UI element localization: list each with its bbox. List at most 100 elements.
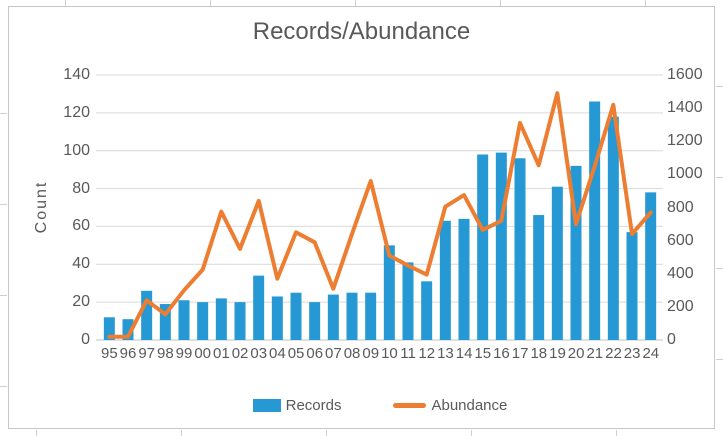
records-bar-96 bbox=[122, 319, 134, 340]
x-axis-label-15: 15 bbox=[474, 345, 492, 362]
records-bar-12 bbox=[421, 281, 433, 340]
y-right-tick-1400: 1400 bbox=[667, 99, 703, 117]
records-bar-06 bbox=[309, 302, 321, 340]
x-axis-label-97: 97 bbox=[138, 345, 156, 362]
records-bar-14 bbox=[458, 218, 470, 340]
records-bar-02 bbox=[234, 302, 246, 340]
records-bar-09 bbox=[365, 292, 377, 340]
x-axis-label-14: 14 bbox=[455, 345, 473, 362]
y-left-tick-140: 140 bbox=[63, 66, 90, 83]
x-axis-label-10: 10 bbox=[381, 345, 398, 362]
y-left-tick-60: 60 bbox=[72, 217, 90, 235]
worksheet-gridline-stub bbox=[0, 113, 7, 114]
records-bar-08 bbox=[346, 292, 358, 340]
legend-label-abundance: Abundance bbox=[431, 397, 508, 414]
legend: Records Abundance bbox=[100, 397, 660, 414]
records-bar-24 bbox=[645, 192, 657, 340]
worksheet-gridline-stub bbox=[716, 359, 723, 360]
records-bar-10 bbox=[383, 245, 395, 340]
records-bar-05 bbox=[290, 292, 302, 340]
y-left-tick-0: 0 bbox=[81, 331, 90, 348]
worksheet-gridline-stub bbox=[0, 204, 7, 205]
y-axis-left: 0 20 40 60 80 100 120 140 bbox=[38, 66, 90, 348]
x-axis-label-99: 99 bbox=[175, 345, 193, 362]
x-axis-label-09: 09 bbox=[362, 345, 380, 362]
records-bar-20 bbox=[570, 165, 582, 340]
y-left-tick-80: 80 bbox=[72, 179, 90, 197]
y-left-tick-40: 40 bbox=[72, 255, 90, 273]
plot-area bbox=[96, 74, 663, 341]
x-axis-label-96: 96 bbox=[119, 345, 137, 362]
y-right-tick-0: 0 bbox=[667, 331, 676, 348]
legend-item-records: Records bbox=[252, 397, 342, 414]
records-bar-03 bbox=[253, 275, 265, 340]
x-axis-label-16: 16 bbox=[493, 345, 510, 362]
x-axis-label-22: 22 bbox=[605, 345, 622, 362]
records-swatch-icon bbox=[252, 399, 281, 412]
y-left-tick-20: 20 bbox=[72, 293, 90, 311]
x-axis-label-11: 11 bbox=[400, 345, 416, 362]
x-axis-label-04: 04 bbox=[269, 345, 286, 362]
worksheet-gridline-stub bbox=[471, 430, 472, 436]
records-bar-17 bbox=[514, 158, 526, 340]
x-axis-label-19: 19 bbox=[549, 345, 566, 362]
y-right-tick-800: 800 bbox=[667, 198, 694, 216]
records-bar-97 bbox=[141, 290, 153, 340]
x-axis-label-23: 23 bbox=[623, 345, 641, 362]
records-bar-22 bbox=[607, 116, 619, 340]
y-right-tick-1000: 1000 bbox=[667, 165, 703, 183]
worksheet-gridline-stub bbox=[181, 430, 182, 436]
worksheet-gridline-stub bbox=[716, 177, 723, 178]
records-bar-16 bbox=[495, 152, 507, 340]
records-bar-01 bbox=[215, 298, 227, 340]
records-bar-13 bbox=[439, 220, 451, 340]
y-axis-right: 0 200 400 600 800 1000 1200 1400 1600 bbox=[667, 66, 719, 348]
records-bar-21 bbox=[589, 101, 601, 340]
records-bar-98 bbox=[159, 304, 171, 340]
worksheet-gridline-stub bbox=[326, 430, 327, 436]
x-axis-label-13: 13 bbox=[437, 345, 454, 362]
legend-item-abundance: Abundance bbox=[393, 397, 507, 414]
legend-label-records: Records bbox=[285, 397, 342, 414]
x-axis-label-00: 00 bbox=[194, 345, 212, 362]
y-right-tick-200: 200 bbox=[667, 297, 694, 315]
records-bar-23 bbox=[626, 232, 638, 340]
x-axis-label-24: 24 bbox=[642, 345, 660, 362]
worksheet-gridline-stub bbox=[716, 86, 723, 87]
worksheet-gridline-stub bbox=[210, 0, 211, 6]
x-axis-label-07: 07 bbox=[325, 345, 342, 362]
worksheet-gridline-stub bbox=[500, 0, 501, 6]
x-axis-label-06: 06 bbox=[306, 345, 324, 362]
x-axis-label-12: 12 bbox=[418, 345, 436, 362]
y-right-tick-1200: 1200 bbox=[667, 132, 703, 150]
worksheet-gridline-stub bbox=[645, 0, 646, 6]
records-bar-99 bbox=[178, 300, 190, 340]
worksheet-gridline-stub bbox=[616, 430, 617, 436]
x-axis-label-21: 21 bbox=[586, 345, 604, 362]
x-axis: 95 96 97 98 99 00 01 02 03 04 05 06 07 08 09 10 11 12 13 14… bbox=[100, 346, 660, 362]
y-right-tick-600: 600 bbox=[667, 231, 694, 249]
worksheet-gridline-stub bbox=[355, 0, 356, 6]
x-axis-label-17: 17 bbox=[511, 345, 529, 362]
records-bar-11 bbox=[402, 262, 414, 340]
y-right-tick-400: 400 bbox=[667, 264, 694, 282]
records-bar-18 bbox=[533, 215, 545, 340]
x-axis-label-20: 20 bbox=[567, 345, 585, 362]
worksheet-gridline-stub bbox=[0, 295, 7, 296]
records-bar-07 bbox=[327, 294, 339, 340]
x-axis-label-95: 95 bbox=[100, 345, 118, 362]
x-axis-label-02: 02 bbox=[231, 345, 249, 362]
abundance-swatch-icon bbox=[393, 403, 427, 408]
worksheet-gridline-stub bbox=[0, 386, 7, 387]
y-right-tick-1600: 1600 bbox=[667, 66, 703, 83]
worksheet-gridline-stub bbox=[65, 0, 66, 6]
records-bar-95 bbox=[103, 317, 115, 340]
x-axis-label-98: 98 bbox=[157, 345, 174, 362]
x-axis-label-08: 08 bbox=[343, 345, 361, 362]
x-axis-label-05: 05 bbox=[287, 345, 305, 362]
records-bar-19 bbox=[551, 186, 563, 340]
worksheet-gridline-stub bbox=[716, 268, 723, 269]
x-axis-label-03: 03 bbox=[250, 345, 268, 362]
x-axis-label-18: 18 bbox=[530, 345, 548, 362]
